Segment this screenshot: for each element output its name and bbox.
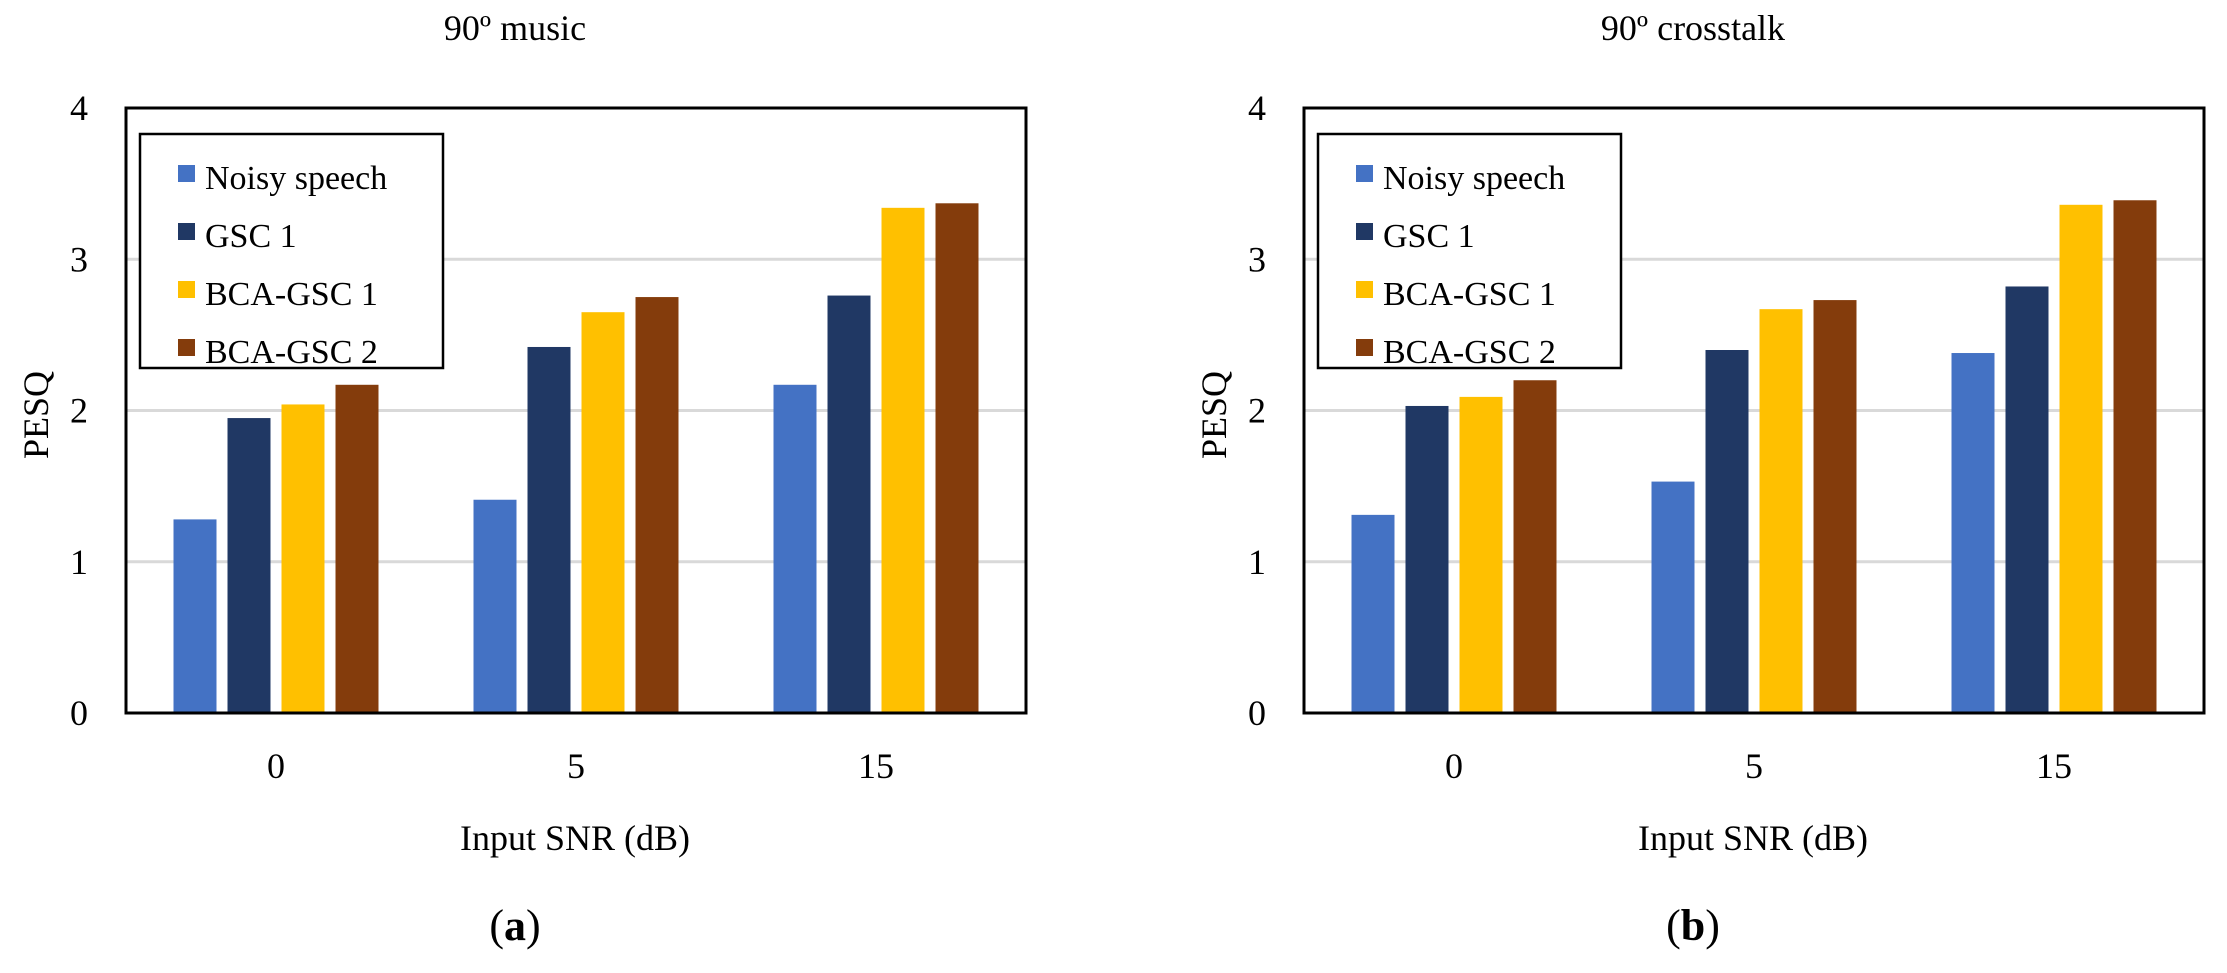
legend-swatch (178, 339, 195, 356)
bar (227, 418, 271, 713)
x-axis-label: Input SNR (dB) (460, 818, 690, 858)
plot-area: 0 1 2 3 4 0 5 15 Noisy speech GSC 1 BCA-GSC 1 BCA-G… (1248, 88, 2206, 786)
bar (2005, 286, 2049, 713)
y-tick-label: 0 (70, 693, 88, 733)
y-tick-label: 1 (70, 542, 88, 582)
legend-swatch (1356, 165, 1373, 182)
x-axis-label: Input SNR (dB) (1638, 818, 1868, 858)
legend-entry: Noisy speech (205, 160, 387, 197)
legend-entry: BCA-GSC 2 (205, 334, 378, 371)
x-tick-label: 0 (267, 746, 285, 786)
plot-frame (1302, 106, 2206, 715)
x-tick-label: 0 (1445, 746, 1463, 786)
bar (635, 297, 679, 713)
bar (335, 384, 379, 713)
bar (881, 207, 925, 713)
x-tick-label: 15 (2036, 746, 2072, 786)
bar (1813, 300, 1857, 713)
legend-entry: BCA-GSC 1 (205, 276, 378, 313)
y-tick-label: 0 (1248, 693, 1266, 733)
bar (581, 312, 625, 713)
y-tick-label: 3 (70, 239, 88, 279)
chart-svg-b: 90º crosstalk 0 1 2 3 4 0 5 15 Noisy speech GSC 1… (1194, 8, 2206, 950)
plot-frame (124, 106, 1028, 715)
bar (1951, 353, 1995, 713)
bar (1705, 350, 1749, 713)
legend-entry: GSC 1 (205, 218, 297, 255)
bar (1351, 514, 1395, 713)
bar (1651, 481, 1695, 713)
bar (1759, 309, 1803, 713)
x-tick-label: 5 (567, 746, 585, 786)
chart-panel-a: 90º music 0 1 2 3 4 0 5 15 Noisy speech GSC 1 BCA-… (0, 0, 1110, 968)
y-axis-label: PESQ (1194, 371, 1234, 459)
legend-entry: BCA-GSC 2 (1383, 334, 1556, 371)
chart-title: 90º crosstalk (1601, 8, 1785, 48)
y-tick-label: 3 (1248, 239, 1266, 279)
legend-entry: Noisy speech (1383, 160, 1565, 197)
plot-area: 0 1 2 3 4 0 5 15 Noisy speech GSC 1 BCA-GSC 1 BCA-G… (70, 88, 1028, 786)
bar (527, 346, 571, 713)
y-tick-label: 2 (70, 391, 88, 431)
bar (773, 384, 817, 713)
legend-swatch (178, 223, 195, 240)
y-tick-label: 1 (1248, 542, 1266, 582)
bar (2059, 204, 2103, 714)
y-tick-label: 2 (1248, 391, 1266, 431)
bar (473, 499, 517, 713)
y-tick-label: 4 (1248, 88, 1266, 128)
y-axis-label: PESQ (16, 371, 56, 459)
y-tick-label: 4 (70, 88, 88, 128)
bar (1405, 405, 1449, 713)
legend-swatch (1356, 223, 1373, 240)
bar (935, 203, 979, 713)
legend-entry: BCA-GSC 1 (1383, 276, 1556, 313)
legend-swatch (178, 165, 195, 182)
legend-swatch (1356, 281, 1373, 298)
legend-swatch (178, 281, 195, 298)
chart-title: 90º music (444, 8, 586, 48)
chart-panel-b: 90º crosstalk 0 1 2 3 4 0 5 15 Noisy speech GSC 1… (1178, 0, 2227, 968)
bar (827, 295, 871, 713)
bar (2113, 200, 2157, 713)
panel-label: (b) (1666, 901, 1720, 950)
x-tick-label: 15 (858, 746, 894, 786)
panel-label: (a) (489, 901, 540, 950)
bar (1513, 380, 1557, 713)
legend-swatch (1356, 339, 1373, 356)
bar (1459, 396, 1503, 713)
bar (281, 404, 325, 713)
legend-entry: GSC 1 (1383, 218, 1475, 255)
x-tick-label: 5 (1745, 746, 1763, 786)
chart-svg-a: 90º music 0 1 2 3 4 0 5 15 Noisy speech GSC 1 BCA-… (16, 8, 1028, 950)
bar (173, 519, 217, 713)
